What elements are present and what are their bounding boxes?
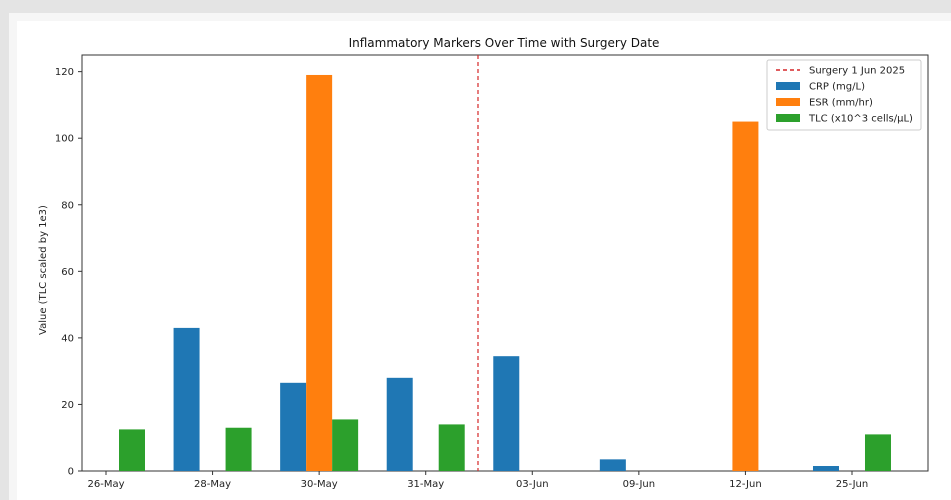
chart-title: Inflammatory Markers Over Time with Surg… xyxy=(349,36,660,50)
y-tick-label: 60 xyxy=(61,267,74,278)
legend-box xyxy=(766,59,922,131)
bar-tlc xyxy=(225,427,252,471)
legend: Surgery 1 Jun 2025 CRP (mg/L) ESR (mm/hr) T… xyxy=(766,59,922,131)
y-axis-label: Value (TLC scaled by 1e3) xyxy=(38,205,49,335)
x-tick-label: 26-May xyxy=(87,479,124,490)
x-tick-label: 09-Jun xyxy=(623,479,656,490)
y-tick-label: 40 xyxy=(61,333,74,344)
x-tick-label: 30-May xyxy=(301,479,338,490)
bar-crp xyxy=(812,466,839,471)
bar-esr xyxy=(732,121,759,471)
bar-crp xyxy=(280,382,307,471)
bar-tlc xyxy=(332,419,359,471)
legend-swatch xyxy=(776,114,800,122)
x-tick-label: 25-Jun xyxy=(836,479,869,490)
bar-tlc xyxy=(119,429,145,471)
legend-swatch xyxy=(776,98,800,106)
plot-area: 0 20 40 60 80 100 120 26-May 28-May 30-May 31-May 0… xyxy=(55,54,929,490)
x-tick-label: 28-May xyxy=(194,479,231,490)
bar-crp xyxy=(599,459,626,471)
legend-label: ESR (mm/hr) xyxy=(809,98,873,109)
y-tick-label: 80 xyxy=(61,200,74,211)
y-tick-label: 100 xyxy=(55,134,74,145)
y-tick-label: 120 xyxy=(55,67,74,78)
legend-label: TLC (x10^3 cells/μL) xyxy=(808,114,913,125)
legend-swatch xyxy=(776,82,800,90)
bar-crp xyxy=(493,356,520,471)
bar-tlc xyxy=(864,434,891,471)
bar-esr xyxy=(306,74,333,471)
bar-crp xyxy=(386,377,413,471)
y-tick-label: 20 xyxy=(61,400,74,411)
bar-tlc xyxy=(438,424,465,471)
x-tick-label: 03-Jun xyxy=(516,479,549,490)
x-tick-label: 12-Jun xyxy=(729,479,762,490)
legend-label: Surgery 1 Jun 2025 xyxy=(809,66,905,77)
legend-label: CRP (mg/L) xyxy=(809,82,865,93)
y-tick-label: 0 xyxy=(68,467,74,478)
bar-crp xyxy=(173,327,200,471)
x-tick-label: 31-May xyxy=(407,479,444,490)
